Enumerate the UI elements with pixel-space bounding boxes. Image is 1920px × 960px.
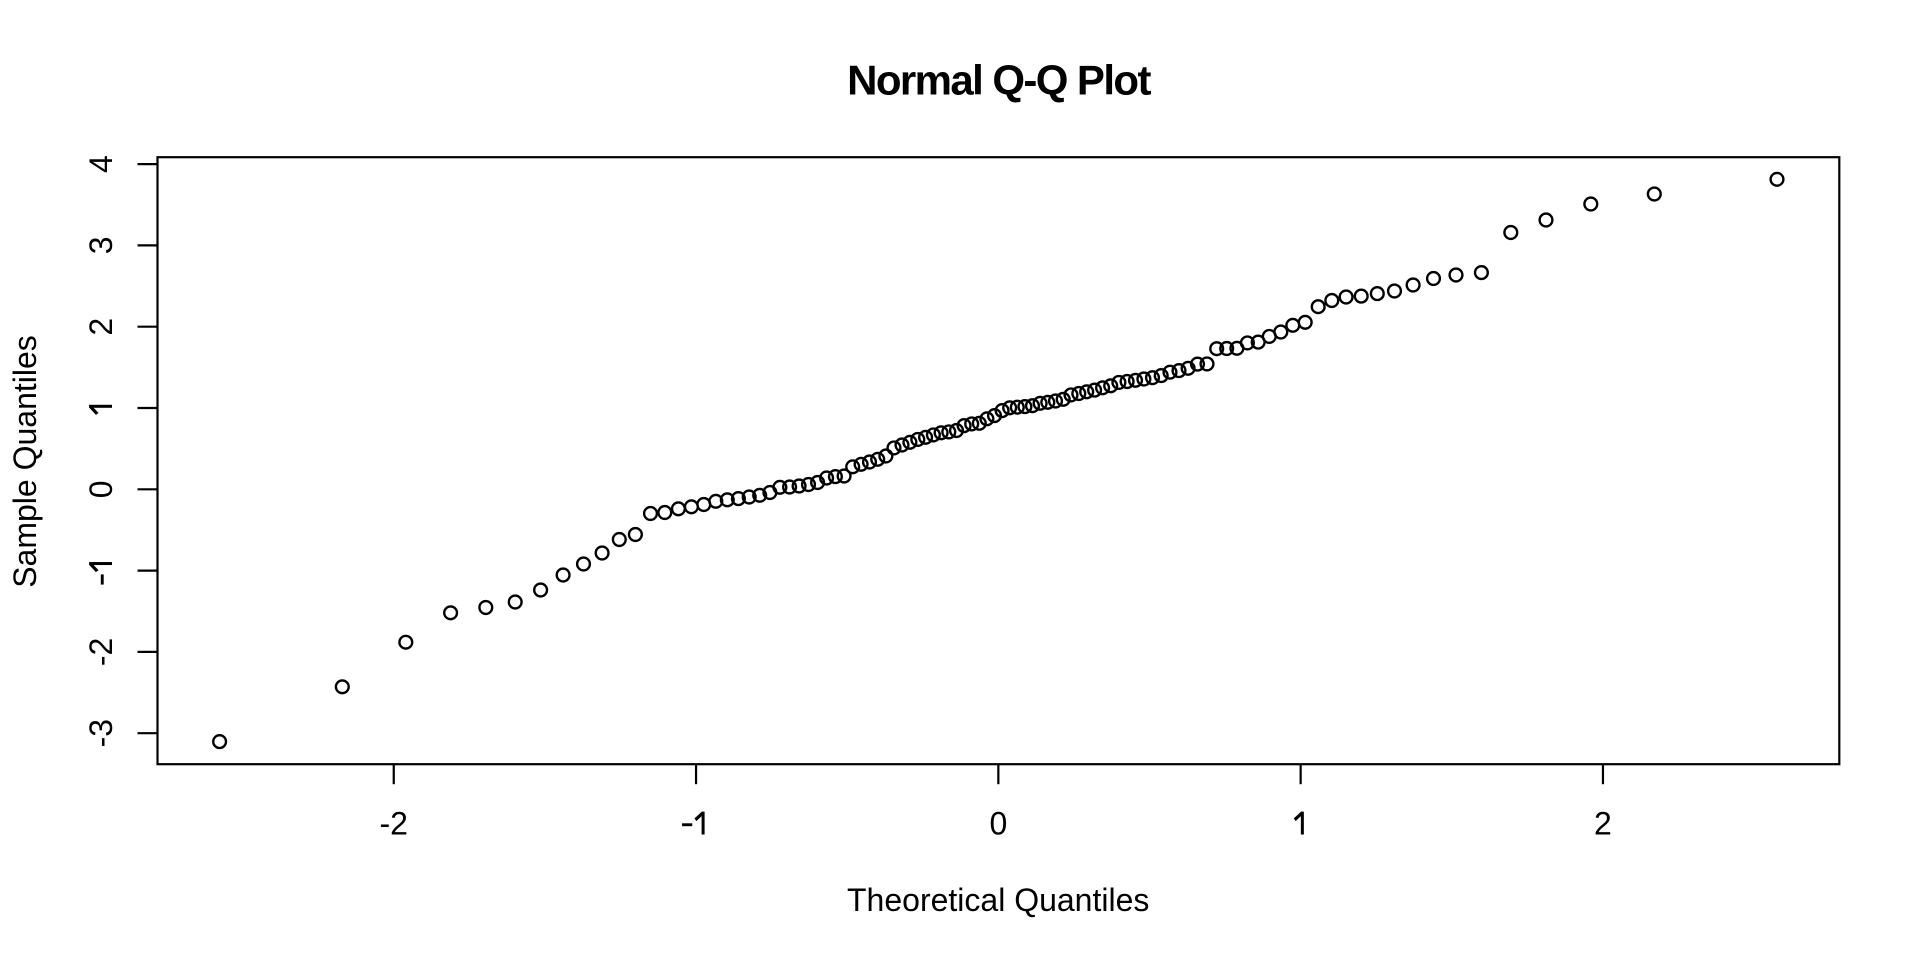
svg-text:3: 3 — [83, 237, 119, 255]
svg-text:2: 2 — [1594, 806, 1612, 842]
svg-text:0: 0 — [83, 480, 119, 498]
svg-text:2: 2 — [83, 318, 119, 336]
svg-text:Theoretical Quantiles: Theoretical Quantiles — [847, 882, 1149, 918]
svg-text:-3: -3 — [83, 719, 119, 747]
svg-text:4: 4 — [83, 155, 119, 173]
svg-text:-2: -2 — [380, 806, 408, 842]
svg-text:Sample Quantiles: Sample Quantiles — [7, 335, 43, 588]
svg-text:0: 0 — [989, 806, 1007, 842]
svg-text:-2: -2 — [83, 638, 119, 666]
svg-text:Normal Q-Q Plot: Normal Q-Q Plot — [847, 57, 1151, 104]
